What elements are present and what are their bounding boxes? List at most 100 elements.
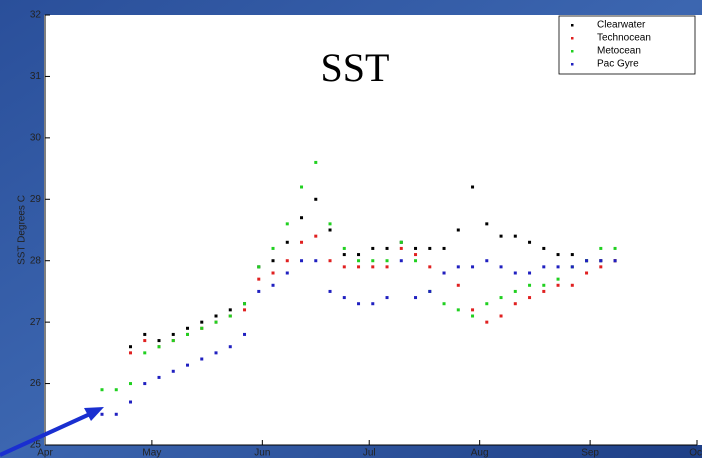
point <box>500 315 503 318</box>
point <box>129 351 132 354</box>
point <box>272 272 275 275</box>
legend-marker <box>571 50 574 53</box>
x-tick-label: May <box>142 448 161 458</box>
point <box>129 382 132 385</box>
point <box>514 302 517 305</box>
legend-label: Metocean <box>597 46 641 57</box>
point <box>101 413 104 416</box>
point <box>357 265 360 268</box>
point <box>528 296 531 299</box>
x-tick-label: Oct <box>689 448 702 458</box>
point <box>343 296 346 299</box>
x-tick-label: Sep <box>581 448 599 458</box>
point <box>457 284 460 287</box>
point <box>172 370 175 373</box>
point <box>542 290 545 293</box>
legend-label: Technocean <box>597 33 651 44</box>
point <box>599 259 602 262</box>
point <box>571 265 574 268</box>
point <box>400 241 403 244</box>
point <box>115 413 118 416</box>
point <box>172 339 175 342</box>
point <box>542 265 545 268</box>
point <box>129 345 132 348</box>
point <box>514 290 517 293</box>
legend-marker <box>571 63 574 66</box>
point <box>272 259 275 262</box>
point <box>357 302 360 305</box>
y-axis-label: SST Degrees C <box>17 195 28 265</box>
point <box>158 345 161 348</box>
point <box>172 333 175 336</box>
point <box>243 308 246 311</box>
point <box>314 198 317 201</box>
point <box>357 259 360 262</box>
point <box>314 161 317 164</box>
point <box>471 265 474 268</box>
point <box>257 290 260 293</box>
point <box>457 229 460 232</box>
y-tick-label: 30 <box>30 132 42 143</box>
slide: SST SST Degrees C 2526272829303132AprMay… <box>0 0 702 458</box>
point <box>314 235 317 238</box>
point <box>542 284 545 287</box>
point <box>443 272 446 275</box>
point <box>485 321 488 324</box>
point <box>371 259 374 262</box>
point <box>257 265 260 268</box>
point <box>158 376 161 379</box>
point <box>386 259 389 262</box>
legend-label: Pac Gyre <box>597 59 639 70</box>
point <box>343 253 346 256</box>
point <box>557 278 560 281</box>
point <box>186 333 189 336</box>
point <box>229 345 232 348</box>
point <box>471 315 474 318</box>
point <box>115 388 118 391</box>
point <box>571 253 574 256</box>
point <box>500 235 503 238</box>
chart-title: SST <box>321 45 390 90</box>
point <box>215 315 218 318</box>
point <box>414 296 417 299</box>
point <box>272 284 275 287</box>
point <box>528 241 531 244</box>
point <box>557 265 560 268</box>
point <box>286 222 289 225</box>
point <box>143 333 146 336</box>
point <box>300 216 303 219</box>
point <box>186 364 189 367</box>
point <box>243 333 246 336</box>
y-tick-label: 31 <box>30 71 42 82</box>
point <box>200 321 203 324</box>
point <box>300 241 303 244</box>
point <box>229 315 232 318</box>
point <box>514 235 517 238</box>
point <box>471 308 474 311</box>
point <box>300 259 303 262</box>
point <box>457 265 460 268</box>
legend-label: Clearwater <box>597 20 646 31</box>
point <box>571 284 574 287</box>
y-tick-label: 29 <box>30 194 42 205</box>
point <box>457 308 460 311</box>
point <box>585 259 588 262</box>
point <box>557 284 560 287</box>
point <box>200 358 203 361</box>
point <box>286 259 289 262</box>
point <box>414 253 417 256</box>
point <box>500 265 503 268</box>
point <box>314 259 317 262</box>
point <box>428 265 431 268</box>
point <box>143 339 146 342</box>
x-tick-label: Apr <box>37 448 53 458</box>
point <box>557 253 560 256</box>
x-tick-label: Aug <box>471 448 489 458</box>
point <box>614 259 617 262</box>
point <box>500 296 503 299</box>
point <box>286 272 289 275</box>
y-tick-label: 27 <box>30 317 42 328</box>
point <box>386 265 389 268</box>
point <box>414 247 417 250</box>
point <box>386 296 389 299</box>
